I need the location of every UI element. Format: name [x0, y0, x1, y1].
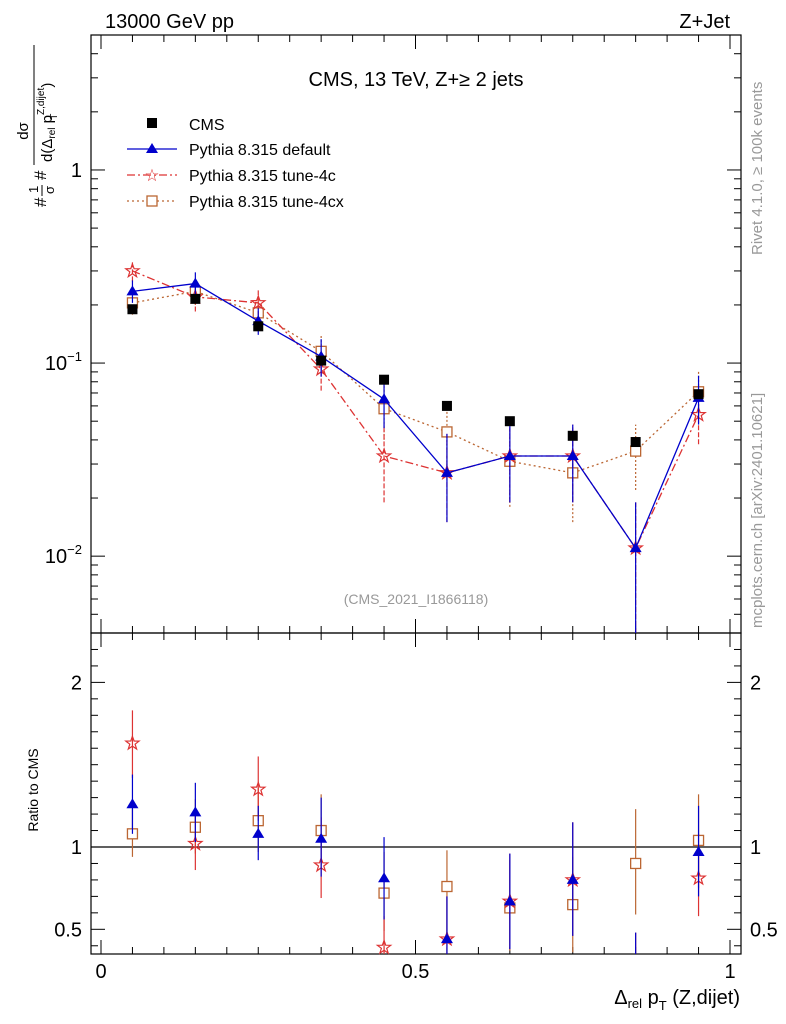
legend-marker-tune4cx — [146, 195, 158, 207]
ratio-series-layer — [124, 710, 707, 955]
legend-label-tune4c: Pythia 8.315 tune-4c — [189, 168, 336, 185]
x-tick-label: 0.5 — [402, 961, 430, 983]
ratio-point-tune4cx — [630, 857, 642, 870]
main-point-default — [126, 285, 139, 296]
ratio-panel-frame — [90, 632, 742, 955]
ratio-point-default — [126, 798, 139, 809]
ratio-point-default — [566, 873, 579, 884]
ratio-point-default — [503, 895, 516, 906]
main-line-default — [132, 282, 700, 550]
watermark-label: (CMS_2021_I1866118) — [344, 591, 489, 607]
ratio-point-default — [252, 827, 265, 838]
main-point-tune4c — [375, 447, 393, 464]
main-point-cms — [441, 400, 452, 411]
ratio-y-tick-label: 1 — [71, 837, 82, 859]
ratio-point-default — [189, 806, 202, 817]
ratio-point-tune4c — [249, 780, 267, 797]
legend-marker-cms — [147, 118, 157, 128]
ratio-point-tune4cx — [441, 880, 453, 893]
ratio-point-tune4c — [124, 734, 141, 751]
ratio-y-tick-label: 2 — [71, 672, 82, 694]
ratio-point-tune4c — [375, 938, 393, 955]
main-point-tune4c — [249, 294, 267, 310]
main-line-tune4cx — [132, 290, 699, 474]
x-tick-label: 1 — [724, 961, 735, 983]
main-line-tune4c — [132, 270, 700, 550]
main-point-cms — [379, 374, 390, 385]
main-point-cms — [567, 430, 578, 441]
main-point-default — [189, 277, 202, 288]
legend-label-default: Pythia 8.315 default — [189, 142, 331, 159]
main-point-tune4c — [124, 262, 141, 279]
main-y-axis-label: # 1 σ # dσ d(Δrel pZ,dijetT) — [15, 45, 60, 207]
legend-label-tune4cx: Pythia 8.315 tune-4cx — [189, 194, 344, 211]
ratio-point-default — [692, 845, 705, 856]
svg-text:d(Δrel pZ,dijetT): d(Δrel pZ,dijetT) — [36, 83, 60, 162]
rivet-side-label: Rivet 4.1.0, ≥ 100k events — [749, 82, 766, 255]
ratio-y-tick-label-right: 1 — [750, 837, 761, 859]
main-point-cms — [630, 437, 641, 448]
main-point-default — [503, 450, 516, 461]
ratio-y-tick-label-right: 2 — [750, 672, 761, 694]
main-point-default — [629, 542, 642, 553]
main-point-cms — [253, 321, 264, 332]
x-tick-label: 0 — [95, 961, 106, 983]
main-y-tick-label: 10−1 — [45, 349, 82, 375]
svg-text:#: # — [31, 170, 50, 180]
main-point-cms — [190, 293, 201, 304]
ratio-y-ticks: 0.5 0.5 1 1 2 2 — [54, 632, 778, 947]
main-y-tick-label: 1 — [71, 160, 82, 182]
legend-label-cms: CMS — [189, 117, 225, 134]
legend-marker-default — [146, 143, 158, 153]
main-point-default — [440, 466, 453, 477]
main-y-ticks: 10−2 10−1 1 — [45, 34, 741, 634]
main-point-cms — [693, 389, 704, 400]
header-right-label: Z+Jet — [679, 11, 730, 33]
header-left-label: 13000 GeV pp — [105, 11, 234, 33]
ratio-point-default — [378, 872, 391, 883]
main-point-default — [378, 393, 391, 404]
main-title: CMS, 13 TeV, Z+≥ 2 jets — [309, 69, 524, 91]
main-point-tune4cx — [630, 445, 642, 457]
mcplots-side-label: mcplots.cern.ch [arXiv:2401.10621] — [749, 393, 766, 628]
ratio-point-default — [440, 933, 453, 944]
svg-text:#: # — [31, 197, 50, 207]
main-series-layer — [124, 260, 707, 633]
legend: CMS Pythia 8.315 default ☆ Pythia 8.315 … — [127, 117, 344, 211]
main-point-cms — [504, 416, 515, 427]
ratio-point-default — [315, 832, 328, 843]
ratio-y-tick-label: 0.5 — [54, 919, 82, 941]
main-point-cms — [316, 355, 327, 366]
ratio-y-axis-label: Ratio to CMS — [25, 748, 41, 831]
x-axis-label: Δrel pT (Z,dijet) — [614, 987, 740, 1013]
legend-marker-tune4c: ☆ — [144, 166, 159, 185]
main-point-default — [566, 450, 579, 461]
main-point-cms — [127, 304, 138, 315]
ratio-y-tick-label-right: 0.5 — [750, 919, 778, 941]
svg-text:dσ: dσ — [15, 121, 32, 139]
main-y-tick-label: 10−2 — [45, 542, 82, 568]
svg-text:1: 1 — [26, 186, 41, 193]
x-axis-ticks: 0 0.5 1 — [95, 35, 736, 983]
ratio-point-tune4c — [186, 834, 204, 851]
svg-text:σ: σ — [42, 186, 57, 194]
